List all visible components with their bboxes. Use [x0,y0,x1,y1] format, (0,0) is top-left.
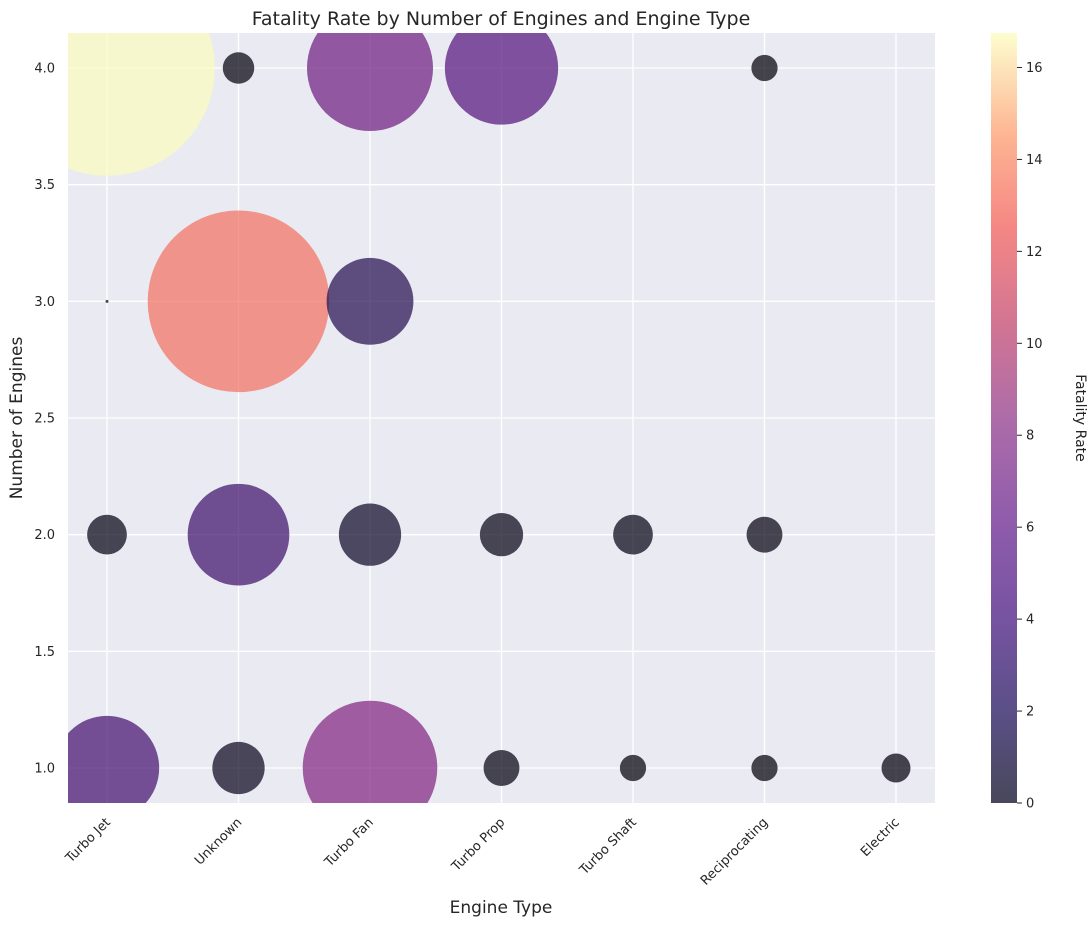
x-tick-label: Turbo Jet [62,815,113,866]
x-tick-labels: Turbo Jet Unknown Turbo Fan Turbo Prop Turbo… [62,815,902,888]
y-axis-label: Number of Engines [7,337,27,500]
y-tick-label: 3.0 [34,295,55,310]
bubble-point [68,33,215,176]
y-tick-label: 1.5 [34,645,55,660]
bubble-point [881,753,911,783]
colorbar-gradient [991,33,1017,803]
y-tick-labels: 1.0 1.5 2.0 2.5 3.0 3.5 4.0 [34,62,55,777]
x-tick-label: Turbo Shaft [576,815,639,878]
bubble-point [338,503,402,566]
y-tick-label: 1.0 [34,762,55,777]
bubble-point [613,514,653,555]
x-tick-label: Reciprocating [698,815,771,888]
bubble-point [479,513,524,557]
colorbar-tick-label: 12 [1026,245,1043,260]
colorbar-tick-label: 6 [1026,521,1034,536]
bubble-point [444,33,559,125]
x-tick-label: Turbo Prop [448,815,508,875]
colorbar-ticks: 0 2 4 6 8 10 12 14 16 [1017,61,1043,812]
bubble-point [68,715,160,803]
y-tick-label: 4.0 [34,62,55,77]
bubble-point [147,210,330,393]
colorbar-tick-label: 10 [1026,337,1043,352]
bubble-point [483,750,520,786]
bubble-point [105,299,109,303]
colorbar-tick-label: 8 [1026,429,1034,444]
bubble-point [222,52,255,84]
bubble-point [212,741,265,795]
x-axis-label: Engine Type [450,898,553,918]
colorbar-tick-label: 14 [1026,153,1043,168]
bubble-point [751,54,778,82]
colorbar-tick-label: 4 [1026,613,1034,628]
chart-title: Fatality Rate by Number of Engines and E… [252,8,751,30]
x-tick-label: Unknown [192,815,245,868]
y-tick-label: 2.0 [34,528,55,543]
x-tick-label: Electric [858,815,903,860]
colorbar: 0 2 4 6 8 10 12 14 16 Fatality Rate [991,33,1088,812]
bubble-point [87,514,127,555]
colorbar-label: Fatality Rate [1072,374,1088,462]
bubble-point [746,516,783,553]
bubble-point [751,754,778,782]
y-tick-label: 2.5 [34,412,55,427]
bubble-point [302,700,438,803]
colorbar-tick-label: 16 [1026,61,1043,76]
colorbar-tick-label: 2 [1026,705,1034,720]
colorbar-tick-label: 0 [1026,797,1034,812]
bubble-point [306,33,434,132]
data-points [68,33,911,803]
y-tick-label: 3.5 [34,178,55,193]
bubble-point [187,483,290,586]
bubble-point [326,257,414,345]
bubble-point [619,754,647,782]
x-tick-label: Turbo Fan [321,815,376,870]
